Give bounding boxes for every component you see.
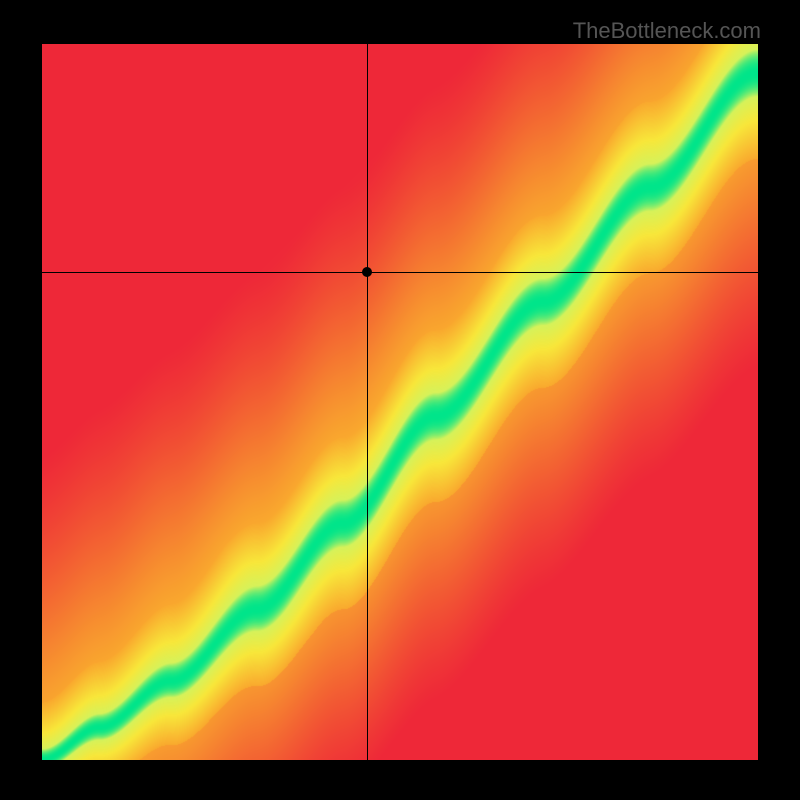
crosshair-vertical [367, 44, 368, 760]
crosshair-horizontal [42, 272, 758, 273]
bottleneck-heatmap [42, 44, 758, 760]
watermark: TheBottleneck.com [573, 18, 761, 44]
plot-area [42, 44, 758, 760]
crosshair-marker [362, 267, 372, 277]
